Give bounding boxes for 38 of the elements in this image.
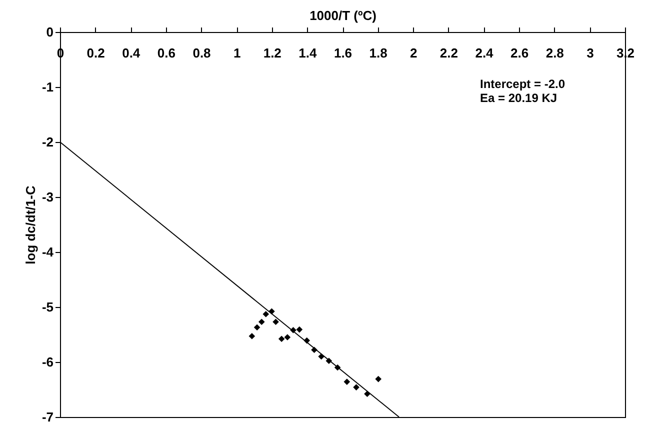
point bbox=[254, 324, 260, 331]
x-tick-label: 1 bbox=[233, 46, 241, 60]
x-tick-label: 1.6 bbox=[334, 46, 352, 60]
point bbox=[284, 334, 291, 340]
y-tick-label: -4 bbox=[42, 244, 54, 260]
y-tick-label: -6 bbox=[42, 354, 54, 370]
y-tick-label: -3 bbox=[42, 190, 54, 204]
point bbox=[262, 310, 270, 318]
x-tick-label: 2 bbox=[410, 46, 418, 60]
point bbox=[278, 336, 285, 342]
x-tick-label: 2.4 bbox=[475, 46, 494, 60]
point bbox=[258, 318, 265, 326]
y-tick-label: -1 bbox=[42, 80, 54, 94]
y-tick-label: -7 bbox=[42, 410, 54, 424]
x-tick-label: 1.4 bbox=[298, 46, 318, 60]
x-tick-label: 0.4 bbox=[122, 46, 141, 60]
point bbox=[375, 376, 382, 382]
annotation: Ea = 20.19 KJ bbox=[480, 91, 558, 105]
x-tick-label: 2.2 bbox=[440, 46, 458, 60]
y-axis-title: log dc/dt/1-C bbox=[22, 185, 38, 264]
annotation: Intercept = -2.0 bbox=[480, 77, 566, 91]
x-axis-title: 1000/T (ºC) bbox=[310, 8, 376, 23]
x-tick-label: 0.6 bbox=[157, 46, 176, 60]
point bbox=[248, 332, 256, 340]
x-tick-label: 0.2 bbox=[86, 46, 105, 60]
point bbox=[344, 378, 350, 385]
point bbox=[272, 318, 279, 326]
x-tick-label: 3 bbox=[586, 46, 594, 60]
x-tick-label: 1.2 bbox=[263, 46, 282, 60]
x-tick-label: 2.6 bbox=[510, 46, 529, 60]
point bbox=[353, 384, 360, 390]
y-tick-label: -5 bbox=[42, 300, 54, 314]
x-tick-label: 1.8 bbox=[369, 46, 388, 60]
y-tick-label: -2 bbox=[42, 134, 54, 150]
point bbox=[296, 326, 303, 333]
x-tick-label: 2.8 bbox=[546, 46, 564, 60]
y-tick-label: 0 bbox=[46, 24, 54, 40]
x-tick-label: 0.8 bbox=[192, 46, 211, 60]
